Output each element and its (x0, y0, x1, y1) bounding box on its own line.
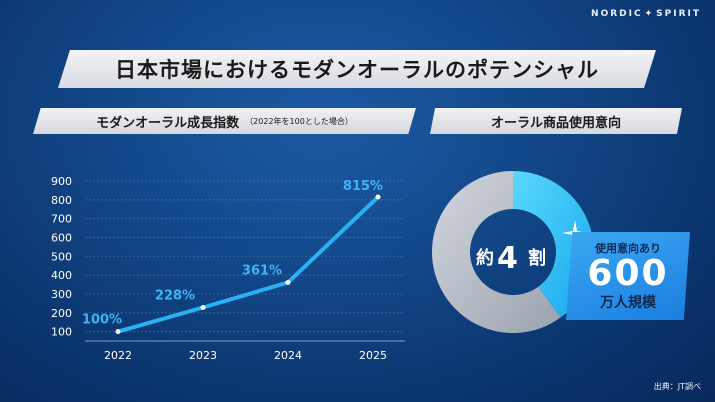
growth-series-line (116, 195, 380, 334)
donut-center-prefix: 約 (476, 247, 494, 269)
brand-left-text: NORDIC (591, 9, 643, 19)
donut-rest-slice (432, 171, 561, 333)
y-tick-label: 900 (51, 175, 72, 188)
chart-section-title: モダンオーラル成長指数 (96, 115, 240, 131)
x-tick-label: 2024 (274, 349, 302, 362)
data-label: 815% (343, 179, 383, 194)
data-point (375, 194, 381, 200)
badge-label: 使用意向あり (595, 242, 661, 255)
badge-number: 600 (587, 253, 669, 294)
data-point (200, 304, 206, 310)
x-tick-label: 2025 (359, 349, 387, 362)
brand-logo: NORDIC ✦ SPIRIT (591, 9, 701, 19)
usage-badge: 使用意向あり 600 万人規模 (566, 232, 690, 320)
y-tick-label: 800 (51, 194, 72, 207)
source-note: 出典：JT調べ (653, 382, 701, 391)
page-title: 日本市場におけるモダンオーラルのポテンシャル (115, 58, 599, 82)
data-point (115, 329, 121, 335)
chart-section-header: モダンオーラル成長指数 （2022年を100とした場合） (33, 108, 416, 134)
brand-star-icon: ✦ (644, 9, 655, 19)
chart-section-note: （2022年を100とした場合） (245, 116, 353, 126)
data-label: 361% (242, 263, 282, 278)
y-tick-label: 600 (51, 231, 72, 244)
y-tick-label: 300 (51, 288, 72, 301)
data-label: 228% (155, 288, 195, 303)
data-point (285, 279, 291, 285)
badge-unit: 万人規模 (600, 295, 656, 311)
y-tick-label: 700 (51, 213, 72, 226)
y-tick-label: 400 (51, 269, 72, 282)
donut-section-title: オーラル商品使用意向 (490, 115, 621, 131)
brand-right-text: SPIRIT (656, 9, 701, 19)
growth-line-chart: 100 200 300 400 500 600 700 800 900 2022 2023 2024… (51, 175, 387, 362)
y-tick-label: 200 (51, 307, 72, 320)
x-tick-label: 2023 (189, 349, 217, 362)
x-tick-label: 2022 (104, 349, 132, 362)
y-tick-label: 500 (51, 250, 72, 263)
donut-center-number: 4 (497, 241, 518, 276)
donut-section-header: オーラル商品使用意向 (430, 108, 682, 134)
data-label: 100% (82, 313, 122, 328)
title-banner: 日本市場におけるモダンオーラルのポテンシャル (58, 50, 656, 88)
donut-center-suffix: 割 (528, 247, 546, 269)
y-tick-label: 100 (51, 326, 72, 339)
